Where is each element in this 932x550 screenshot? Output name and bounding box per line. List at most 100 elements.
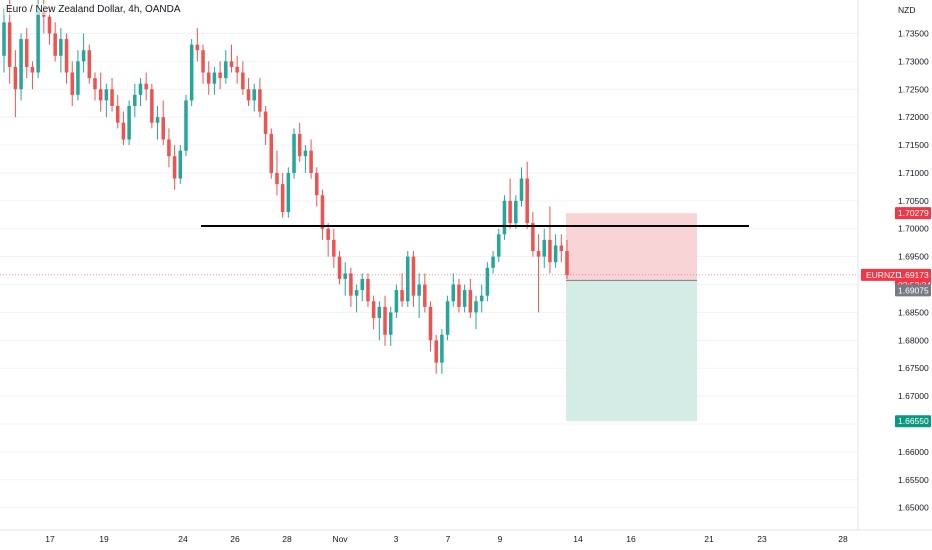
take-profit-zone	[566, 280, 697, 422]
time-tick-label: 19	[99, 534, 109, 544]
candle-body	[485, 267, 490, 296]
price-tick-label: 1.71000	[898, 168, 929, 178]
stop-loss-zone	[566, 213, 697, 281]
price-axis[interactable]: 1.73500 1.73000 1.72500 1.72000 1.71500 1.710…	[898, 28, 929, 512]
candle-body	[326, 228, 330, 240]
candle-body	[514, 200, 518, 224]
candle-body	[172, 156, 177, 179]
candle-body	[349, 273, 353, 296]
candle-body	[377, 306, 382, 318]
candle-body	[110, 89, 114, 106]
candle-body	[36, 11, 40, 73]
candle-body	[531, 223, 535, 252]
time-tick-label: 3	[394, 534, 399, 544]
candle-body	[406, 256, 410, 302]
candle-body	[127, 106, 131, 140]
candle-body	[445, 301, 450, 335]
candle-body	[195, 44, 200, 51]
candle-body	[167, 139, 171, 157]
candle-body	[138, 83, 143, 95]
time-tick-label: 26	[230, 534, 240, 544]
candle-body	[496, 234, 501, 257]
horizontal-levels	[0, 224, 858, 276]
price-tick-label: 1.72500	[898, 84, 929, 94]
price-tick-label: 1.65500	[898, 475, 929, 485]
candle-body	[332, 239, 336, 257]
candle-body	[87, 50, 92, 79]
candle-body	[189, 44, 194, 101]
candle-body	[383, 306, 387, 335]
candle-body	[252, 89, 256, 101]
candle-body	[491, 256, 495, 268]
candle-body	[423, 284, 427, 307]
candle-body	[144, 83, 148, 90]
candle-body	[559, 245, 564, 252]
candle-body	[320, 195, 325, 229]
candle-body	[343, 273, 347, 279]
candle-body	[400, 290, 404, 302]
time-tick-label: 9	[498, 534, 503, 544]
price-tick-label: 1.67500	[898, 363, 929, 373]
candle-body	[241, 72, 245, 90]
time-tick-label: 16	[626, 534, 636, 544]
candle-body	[303, 150, 308, 157]
candle-body	[366, 278, 370, 302]
time-tick-label: 14	[573, 534, 583, 544]
candle-body	[275, 172, 279, 185]
price-tag-bg	[895, 207, 931, 220]
price-tag-value: 1.66550	[898, 416, 929, 426]
candle-body	[457, 284, 461, 307]
candle-body	[19, 39, 23, 90]
candle-body	[258, 89, 262, 112]
time-tick-label: 7	[446, 534, 451, 544]
candle-body	[133, 94, 137, 106]
time-tick-label: 24	[178, 534, 188, 544]
candle-body	[474, 301, 478, 313]
candle-body	[150, 89, 154, 123]
candle-body	[93, 78, 97, 90]
candle-body	[155, 117, 160, 123]
candle-body	[292, 133, 296, 173]
candle-body	[81, 50, 86, 62]
candle-body	[525, 178, 529, 224]
price-tag-value: 1.70279	[898, 208, 929, 218]
candle-body	[7, 22, 12, 67]
price-tags: 1.70279EURNZD1.6917302:52:341.690751.665…	[861, 207, 931, 428]
candle-body	[263, 111, 268, 134]
candle-body	[360, 278, 365, 291]
candle-body	[218, 72, 222, 79]
candle-body	[451, 284, 456, 302]
position-zones	[566, 213, 697, 422]
currency-unit-label: NZD	[898, 5, 915, 15]
price-tick-label: 1.73500	[898, 28, 929, 38]
time-tick-label: 17	[45, 534, 55, 544]
candle-body	[161, 117, 165, 140]
candle-body	[53, 33, 57, 56]
candle-body	[565, 251, 569, 276]
candle-body	[76, 61, 80, 95]
candle-body	[462, 290, 467, 307]
price-tick-label: 1.72000	[898, 112, 929, 122]
candle-body	[70, 72, 75, 95]
candle-body	[2, 22, 6, 56]
candle-body	[315, 172, 319, 196]
candle-body	[64, 39, 69, 73]
candle-body	[309, 150, 313, 173]
candle-body	[354, 290, 359, 296]
candle-body	[371, 301, 376, 318]
time-axis[interactable]: 17 19 24 26 28 Nov 3 7 9 14 16 21 23 28	[45, 534, 848, 544]
time-tick-label: 23	[757, 534, 767, 544]
chart-title: Euro / New Zealand Dollar, 4h, OANDA	[4, 4, 183, 15]
candle-body	[417, 284, 421, 296]
candle-body	[440, 334, 444, 363]
candle-body	[98, 89, 103, 101]
candle-body	[24, 39, 29, 67]
time-tick-label: 28	[282, 534, 292, 544]
candle-body	[201, 50, 205, 73]
time-tick-label: 28	[838, 534, 848, 544]
candlestick-series	[2, 0, 569, 374]
price-tag-value: 1.69173	[898, 270, 929, 280]
candle-body	[411, 256, 416, 296]
price-tick-label: 1.70000	[898, 224, 929, 234]
